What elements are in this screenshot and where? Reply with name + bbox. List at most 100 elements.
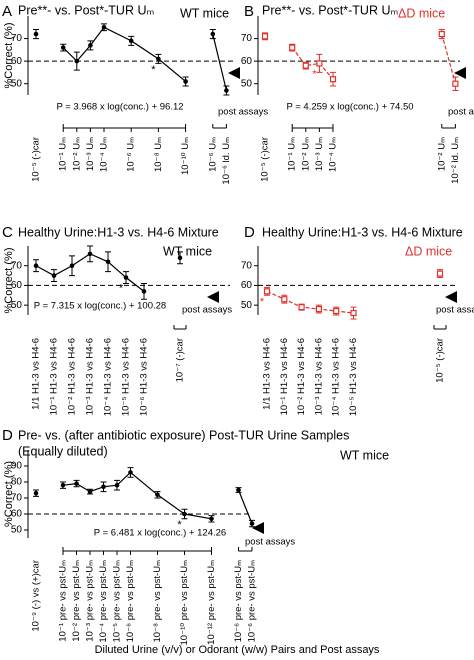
point — [87, 489, 93, 494]
y-tick-label: 70 — [11, 493, 23, 504]
y-tick-label: 50 — [11, 78, 23, 89]
x-tick-label: 10⁻¹² pre- vs pst-Uₘ — [206, 560, 217, 645]
equation: P = 7.315 x log(conc.) + 100.28 — [34, 301, 166, 312]
x-tick-label: 10⁻¹ Uₘ — [58, 137, 69, 171]
y-tick-label: 60 — [11, 56, 23, 67]
panel-title: Pre- vs. (after antibiotic exposure) Pos… — [18, 428, 349, 442]
x-tick-label: 10⁻¹⁰ pre- vs pst-Uₘ — [179, 560, 190, 646]
x-tick-label: 10⁻⁶ Uₘ — [207, 137, 218, 172]
point — [87, 251, 93, 257]
x-tick-label: 10⁻⁵ H1-3 vs H4-6 — [121, 338, 132, 416]
arrow-marker — [252, 522, 264, 534]
x-tick-label: 10⁻² H1-3 vs H4-6 — [67, 338, 78, 415]
x-tick-label: 10⁻³ H1-3 vs H4-6 — [313, 338, 324, 415]
x-tick-label: 10⁻⁶ ld. Uₘ — [221, 137, 232, 185]
point — [101, 24, 107, 30]
point — [438, 30, 445, 38]
point — [51, 273, 57, 278]
point — [33, 490, 39, 496]
point — [452, 80, 459, 87]
x-tick-label: 10⁻¹ H1-3 vs H4-6 — [279, 338, 290, 415]
point — [289, 44, 296, 51]
point — [236, 487, 241, 493]
series-line — [62, 26, 186, 82]
point — [33, 31, 39, 37]
post-label: post assays — [218, 107, 268, 118]
x-tick-label: 10⁻¹ H1-3 vs H4-6 — [49, 338, 60, 415]
x-tick-label: 10⁻² H1-3 vs H4-6 — [296, 338, 307, 415]
panel: A Pre**- vs. Post*-TUR Uₘ WT mice %Correct … — [2, 3, 268, 185]
point — [263, 288, 271, 295]
point — [114, 482, 120, 488]
panel-title: Healthy Urine:H1-3 vs. H4-6 Mixture — [262, 225, 463, 239]
post-label: post assays — [245, 537, 295, 548]
series-line — [62, 471, 212, 520]
x-tick-label: 10⁻⁹ (-) vs (+)car — [31, 560, 42, 632]
point — [249, 521, 255, 526]
y-tick-label: 70 — [241, 260, 253, 271]
equation: P = 3.968 x log(conc.) + 96.12 — [56, 102, 183, 113]
x-tick-label: 10⁻⁶ H1-3 vs H4-6 — [139, 338, 150, 416]
x-tick-label: 10⁻⁴ H1-3 vs H4-6 — [103, 338, 114, 416]
arrow-marker — [207, 291, 219, 303]
panel-letter: B — [244, 3, 254, 20]
panel-note: WT mice — [163, 244, 212, 258]
panel: D Healthy Urine:H1-3 vs. H4-6 Mixture ΔD m… — [241, 224, 474, 416]
y-axis-label: %Correct (%) — [3, 461, 15, 527]
panel-subtitle: (Equally diluted) — [18, 444, 108, 458]
point — [74, 58, 80, 64]
x-tick-label: 10⁻⁷ (-)car — [175, 338, 186, 382]
post-label: post assays — [448, 107, 474, 118]
y-tick-label: 60 — [11, 280, 23, 291]
point — [60, 482, 66, 488]
x-tick-label: 10⁻⁶ Uₘ — [126, 137, 137, 172]
x-tick-label: 10⁻² Uₘ — [71, 137, 82, 171]
x-tick-label: 10⁻¹ pre- vs pst-Uₘ — [58, 560, 69, 642]
significance-star: * — [151, 64, 156, 76]
point — [141, 289, 147, 294]
panel-note: ΔD mice — [398, 6, 445, 20]
y-tick-label: 60 — [241, 280, 253, 291]
x-tick-label: 10⁻³ Uₘ — [314, 137, 325, 171]
panel-letter: D — [2, 427, 13, 444]
series-line — [237, 489, 253, 524]
point — [128, 38, 134, 44]
point — [183, 79, 188, 84]
series-line — [212, 33, 227, 91]
arrow-marker — [445, 291, 457, 303]
y-tick-label: 70 — [241, 33, 253, 44]
x-tick-label: 10⁻³ H1-3 vs H4-6 — [85, 338, 96, 415]
panel: C Healthy Urine:H1-3 vs. H4-6 Mixture WT m… — [2, 224, 232, 416]
y-tick-label: 80 — [11, 477, 23, 488]
equation: P = 4.259 x log(conc.) + 74.50 — [286, 102, 413, 113]
x-tick-label: 10⁻¹ Uₘ — [287, 137, 298, 171]
point — [315, 305, 322, 313]
x-tick-label: 10⁻⁴ Uₘ — [328, 137, 339, 172]
y-tick-label: 60 — [241, 56, 253, 67]
panel-title: Pre**- vs. Post*-TUR Uₘ — [18, 3, 154, 17]
x-tick-label: 10⁻² Uₘ — [436, 137, 447, 171]
point — [316, 60, 323, 67]
point — [74, 481, 79, 486]
equation: P = 6.481 x log(conc.) + 124.26 — [94, 528, 226, 539]
panel-title: Pre**- vs. Post*-TUR Uₘ — [262, 3, 398, 17]
y-axis-label: %Correct (%) — [3, 247, 15, 313]
x-tick-label: 10⁻⁵ pre- vs pst-Uₘ — [112, 560, 123, 643]
point — [88, 43, 93, 48]
x-tick-label: 10⁻⁵ H1-3 vs H4-6 — [348, 338, 359, 416]
point — [123, 275, 129, 280]
arrow-marker — [228, 67, 240, 79]
y-tick-label: 90 — [11, 461, 23, 472]
y-tick-label: 50 — [241, 78, 253, 89]
arrow-marker — [454, 67, 466, 79]
panel-letter: D — [244, 224, 255, 241]
y-axis-label: %Correct (%) — [3, 22, 15, 88]
point — [101, 484, 106, 490]
x-tick-label: 10⁻⁵ (-)car — [31, 137, 42, 182]
y-tick-label: 50 — [241, 300, 253, 311]
x-tick-label: 10⁻⁶ pre- vs pst-Uₘ — [233, 560, 244, 643]
x-tick-label: 10⁻³ Uₘ — [85, 137, 96, 171]
y-tick-label: 60 — [11, 509, 23, 520]
point — [261, 33, 269, 40]
y-tick-label: 50 — [11, 525, 23, 536]
